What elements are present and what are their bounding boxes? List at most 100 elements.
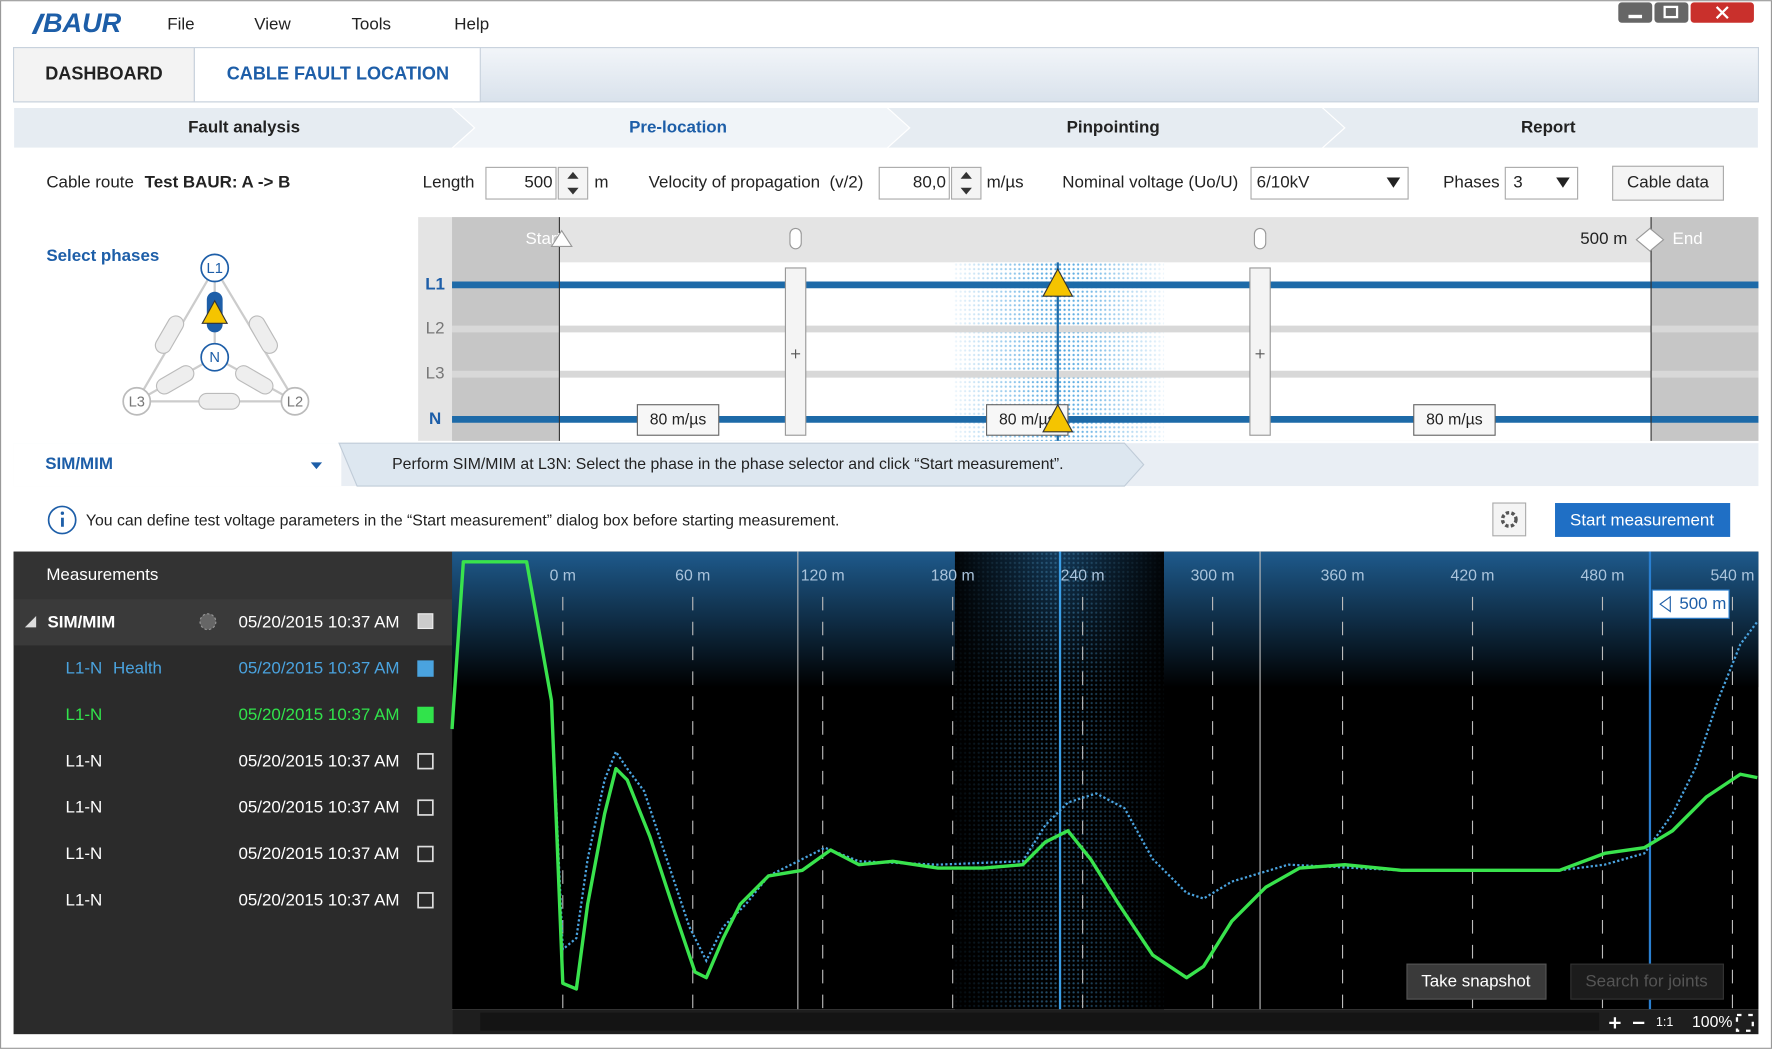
method-name: SIM/MIM (45, 454, 113, 473)
tick-label: 300 m (1191, 568, 1235, 585)
row-name: L1-N (66, 890, 103, 909)
icon (199, 613, 217, 631)
row-tag: Health (113, 659, 162, 678)
tick-label: 540 m (1710, 568, 1754, 585)
start-button[interactable] (1555, 503, 1731, 537)
tick-label: 420 m (1451, 568, 1495, 585)
logo: BAUR (43, 7, 122, 38)
row-date: 05/20/2015 10:37 AM (238, 751, 399, 770)
step-label: Fault analysis (188, 117, 300, 136)
velocity-label: 80 m/µs (1426, 412, 1483, 429)
phase-selector: Select phases L1 N L3 L2 (46, 246, 310, 416)
search-button[interactable] (1570, 963, 1724, 1000)
settings-button[interactable] (1492, 502, 1527, 537)
warning-icon (1042, 267, 1074, 297)
panel-title: Measurements (46, 565, 158, 584)
step-bar: Fault analysis Pre-location Pinpointing … (12, 106, 1760, 149)
tick-label: 0 m (550, 568, 576, 585)
checkbox[interactable] (417, 706, 434, 724)
phase-node[interactable] (200, 342, 230, 372)
maximize-button[interactable] (1654, 2, 1689, 23)
step[interactable] (1320, 106, 1760, 149)
step-label: Pinpointing (1067, 117, 1160, 136)
minimize-button[interactable] (1618, 2, 1653, 23)
start-handle[interactable] (550, 229, 573, 248)
end-distance: 500 m (1580, 229, 1627, 248)
row-name: L1-N (66, 751, 103, 770)
step-label: Pre-location (629, 117, 727, 136)
row-name: L1-N (66, 798, 103, 817)
zoom-icon[interactable] (1609, 1017, 1645, 1029)
input[interactable] (485, 166, 557, 200)
joint-handle (1253, 227, 1267, 250)
button[interactable] (1612, 165, 1724, 201)
row-date: 05/20/2015 10:37 AM (238, 890, 399, 909)
phase-node[interactable] (280, 386, 310, 416)
row-name: L1-N (66, 705, 103, 724)
warning-icon (1042, 403, 1074, 433)
method-select[interactable] (13, 443, 342, 487)
group-row (13, 599, 453, 646)
icon (1386, 177, 1401, 188)
field-label: Length (423, 173, 475, 192)
node-label: L3 (129, 394, 145, 410)
reference-trace (450, 560, 1759, 964)
fuse (235, 365, 274, 395)
input[interactable] (878, 166, 950, 200)
icon (61, 517, 64, 527)
phase-label: L2 (426, 318, 445, 337)
cable-form: Cable route Test BAUR: A -> B Length 500… (46, 165, 1724, 201)
fuse (198, 392, 241, 410)
end-handle[interactable] (1635, 227, 1665, 252)
icon (60, 511, 65, 515)
section-title: Select phases (46, 246, 159, 265)
field-label: Cable route (46, 173, 134, 192)
zoom-reset[interactable]: 1:1 (1656, 1015, 1673, 1029)
checkbox[interactable] (417, 892, 434, 909)
step-label: Report (1521, 117, 1576, 136)
logo-stripe (31, 13, 46, 35)
menu-item[interactable]: Tools (351, 14, 391, 33)
fit-icon[interactable] (1735, 1013, 1754, 1032)
checkbox[interactable] (417, 845, 434, 863)
node-label: L1 (207, 261, 223, 277)
velocity-box (636, 404, 720, 436)
button-label: Start measurement (1570, 511, 1714, 530)
checkbox[interactable] (417, 753, 434, 770)
select-value: 6/10kV (1257, 173, 1310, 192)
group-date: 05/20/2015 10:37 AM (238, 612, 399, 631)
phase-node[interactable] (200, 253, 230, 283)
warning-icon (201, 299, 229, 324)
zoom-level: 100% (1692, 1014, 1732, 1031)
menu-item[interactable]: File (167, 14, 194, 33)
instruction-banner (338, 442, 1145, 487)
tab[interactable] (12, 47, 195, 103)
unit: m/µs (987, 173, 1024, 192)
checkbox[interactable] (417, 660, 434, 677)
scroll-track (480, 1012, 1600, 1031)
menu-item[interactable]: Help (454, 14, 489, 33)
snapshot-button[interactable] (1406, 963, 1547, 1000)
input-value: 500 (524, 173, 552, 192)
fuse (154, 315, 185, 354)
checkbox[interactable] (417, 613, 434, 630)
phase-label: L1 (425, 274, 445, 293)
tick-label: 360 m (1321, 568, 1365, 585)
checkbox[interactable] (417, 799, 434, 816)
phase-node[interactable] (122, 386, 152, 416)
icon (1663, 5, 1679, 19)
icon (1556, 177, 1570, 188)
row-date: 05/20/2015 10:37 AM (238, 844, 399, 863)
node-label: L2 (287, 394, 303, 410)
axis: 0 m 60 m 120 m 180 m 240 m 300 m 360 m 420 m 480… (550, 568, 1754, 1010)
field-label: Velocity of propagation (v/2) (649, 173, 864, 192)
select[interactable] (1250, 166, 1409, 200)
tab-active[interactable] (193, 47, 481, 103)
icon (1659, 595, 1671, 613)
end-label: End (1673, 229, 1703, 248)
tab-label: DASHBOARD (45, 64, 163, 84)
node-label: N (209, 350, 220, 366)
menu-item[interactable]: View (254, 14, 291, 33)
icon (960, 171, 972, 195)
